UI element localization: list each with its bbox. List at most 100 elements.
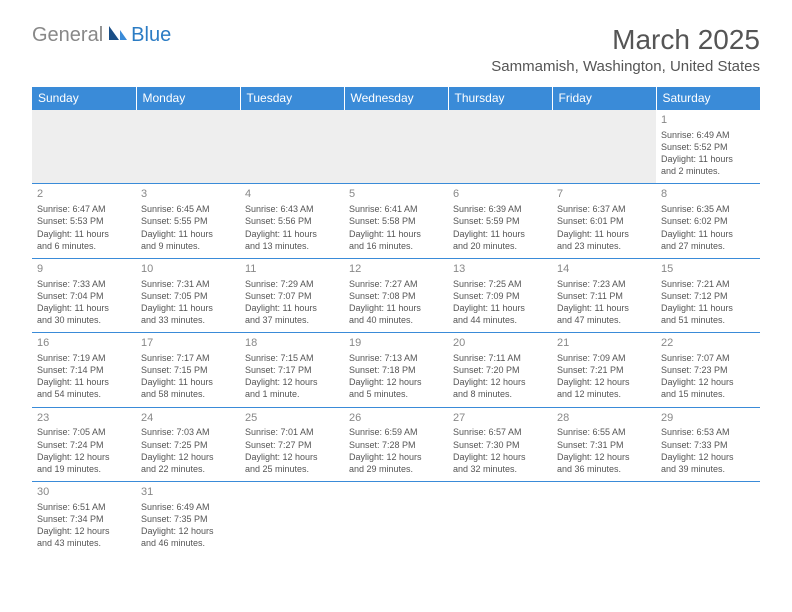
day-number: 10 — [141, 262, 235, 277]
cell-line-ss: Sunset: 5:55 PM — [141, 215, 235, 227]
calendar-cell: 18Sunrise: 7:15 AMSunset: 7:17 PMDayligh… — [240, 333, 344, 407]
cell-line-sr: Sunrise: 7:15 AM — [245, 352, 339, 364]
calendar-cell: 12Sunrise: 7:27 AMSunset: 7:08 PMDayligh… — [344, 258, 448, 332]
day-number: 2 — [37, 187, 131, 202]
cell-line-d1: Daylight: 11 hours — [141, 376, 235, 388]
day-number: 17 — [141, 336, 235, 351]
day-number: 1 — [661, 113, 755, 128]
cell-line-d2: and 47 minutes. — [557, 314, 651, 326]
cell-line-ss: Sunset: 5:53 PM — [37, 215, 131, 227]
cell-line-sr: Sunrise: 6:37 AM — [557, 203, 651, 215]
cell-line-d2: and 43 minutes. — [37, 537, 131, 549]
cell-line-d2: and 30 minutes. — [37, 314, 131, 326]
cell-line-d1: Daylight: 11 hours — [557, 228, 651, 240]
calendar-cell: 27Sunrise: 6:57 AMSunset: 7:30 PMDayligh… — [448, 407, 552, 481]
day-number: 15 — [661, 262, 755, 277]
cell-line-sr: Sunrise: 7:11 AM — [453, 352, 547, 364]
calendar-cell: 3Sunrise: 6:45 AMSunset: 5:55 PMDaylight… — [136, 184, 240, 258]
day-number: 27 — [453, 411, 547, 426]
cell-line-d2: and 13 minutes. — [245, 240, 339, 252]
day-number: 29 — [661, 411, 755, 426]
calendar-cell: 14Sunrise: 7:23 AMSunset: 7:11 PMDayligh… — [552, 258, 656, 332]
cell-line-d2: and 33 minutes. — [141, 314, 235, 326]
cell-line-d1: Daylight: 11 hours — [37, 302, 131, 314]
cell-line-d2: and 37 minutes. — [245, 314, 339, 326]
cell-line-d2: and 32 minutes. — [453, 463, 547, 475]
cell-line-sr: Sunrise: 7:21 AM — [661, 278, 755, 290]
cell-line-d1: Daylight: 11 hours — [453, 302, 547, 314]
page-header: General Blue March 2025 Sammamish, Washi… — [32, 24, 760, 75]
cell-line-ss: Sunset: 7:17 PM — [245, 364, 339, 376]
cell-line-d2: and 20 minutes. — [453, 240, 547, 252]
cell-line-sr: Sunrise: 6:49 AM — [141, 501, 235, 513]
cell-line-sr: Sunrise: 7:23 AM — [557, 278, 651, 290]
cell-line-d2: and 12 minutes. — [557, 388, 651, 400]
day-number: 14 — [557, 262, 651, 277]
cell-line-d2: and 27 minutes. — [661, 240, 755, 252]
calendar-cell — [136, 110, 240, 184]
calendar-cell: 2Sunrise: 6:47 AMSunset: 5:53 PMDaylight… — [32, 184, 136, 258]
cell-line-ss: Sunset: 7:31 PM — [557, 439, 651, 451]
calendar-cell: 28Sunrise: 6:55 AMSunset: 7:31 PMDayligh… — [552, 407, 656, 481]
cell-line-sr: Sunrise: 7:03 AM — [141, 426, 235, 438]
day-number: 19 — [349, 336, 443, 351]
day-header: Friday — [552, 87, 656, 110]
cell-line-d1: Daylight: 11 hours — [37, 228, 131, 240]
cell-line-d1: Daylight: 12 hours — [141, 525, 235, 537]
cell-line-sr: Sunrise: 6:49 AM — [661, 129, 755, 141]
cell-line-ss: Sunset: 7:09 PM — [453, 290, 547, 302]
day-number: 23 — [37, 411, 131, 426]
cell-line-ss: Sunset: 7:35 PM — [141, 513, 235, 525]
cell-line-ss: Sunset: 6:02 PM — [661, 215, 755, 227]
day-number: 16 — [37, 336, 131, 351]
calendar-cell: 31Sunrise: 6:49 AMSunset: 7:35 PMDayligh… — [136, 482, 240, 556]
calendar-week: 30Sunrise: 6:51 AMSunset: 7:34 PMDayligh… — [32, 482, 760, 556]
calendar-cell — [656, 482, 760, 556]
cell-line-ss: Sunset: 5:52 PM — [661, 141, 755, 153]
day-header: Monday — [136, 87, 240, 110]
cell-line-d1: Daylight: 11 hours — [661, 153, 755, 165]
calendar-cell: 24Sunrise: 7:03 AMSunset: 7:25 PMDayligh… — [136, 407, 240, 481]
logo-text-blue: Blue — [131, 24, 171, 47]
calendar-header-row: SundayMondayTuesdayWednesdayThursdayFrid… — [32, 87, 760, 110]
calendar-cell: 9Sunrise: 7:33 AMSunset: 7:04 PMDaylight… — [32, 258, 136, 332]
cell-line-d2: and 2 minutes. — [661, 165, 755, 177]
calendar-cell: 1Sunrise: 6:49 AMSunset: 5:52 PMDaylight… — [656, 110, 760, 184]
cell-line-sr: Sunrise: 6:51 AM — [37, 501, 131, 513]
cell-line-ss: Sunset: 7:08 PM — [349, 290, 443, 302]
calendar-table: SundayMondayTuesdayWednesdayThursdayFrid… — [32, 87, 760, 555]
cell-line-d2: and 19 minutes. — [37, 463, 131, 475]
logo-text-gray: General — [32, 24, 103, 47]
calendar-cell — [448, 110, 552, 184]
cell-line-ss: Sunset: 7:05 PM — [141, 290, 235, 302]
cell-line-d1: Daylight: 11 hours — [349, 228, 443, 240]
day-number: 7 — [557, 187, 651, 202]
cell-line-d1: Daylight: 12 hours — [661, 376, 755, 388]
day-number: 22 — [661, 336, 755, 351]
cell-line-d2: and 16 minutes. — [349, 240, 443, 252]
day-number: 6 — [453, 187, 547, 202]
day-number: 12 — [349, 262, 443, 277]
cell-line-ss: Sunset: 7:07 PM — [245, 290, 339, 302]
cell-line-sr: Sunrise: 7:31 AM — [141, 278, 235, 290]
cell-line-sr: Sunrise: 6:53 AM — [661, 426, 755, 438]
day-header: Wednesday — [344, 87, 448, 110]
calendar-cell: 16Sunrise: 7:19 AMSunset: 7:14 PMDayligh… — [32, 333, 136, 407]
calendar-week: 16Sunrise: 7:19 AMSunset: 7:14 PMDayligh… — [32, 333, 760, 407]
cell-line-d2: and 40 minutes. — [349, 314, 443, 326]
cell-line-d2: and 44 minutes. — [453, 314, 547, 326]
cell-line-sr: Sunrise: 6:43 AM — [245, 203, 339, 215]
cell-line-ss: Sunset: 7:14 PM — [37, 364, 131, 376]
cell-line-ss: Sunset: 5:58 PM — [349, 215, 443, 227]
calendar-cell: 22Sunrise: 7:07 AMSunset: 7:23 PMDayligh… — [656, 333, 760, 407]
cell-line-ss: Sunset: 5:59 PM — [453, 215, 547, 227]
cell-line-ss: Sunset: 7:18 PM — [349, 364, 443, 376]
day-number: 8 — [661, 187, 755, 202]
day-number: 9 — [37, 262, 131, 277]
cell-line-sr: Sunrise: 6:59 AM — [349, 426, 443, 438]
calendar-cell: 26Sunrise: 6:59 AMSunset: 7:28 PMDayligh… — [344, 407, 448, 481]
cell-line-ss: Sunset: 7:04 PM — [37, 290, 131, 302]
cell-line-ss: Sunset: 7:11 PM — [557, 290, 651, 302]
day-number: 13 — [453, 262, 547, 277]
month-title: March 2025 — [491, 24, 760, 56]
